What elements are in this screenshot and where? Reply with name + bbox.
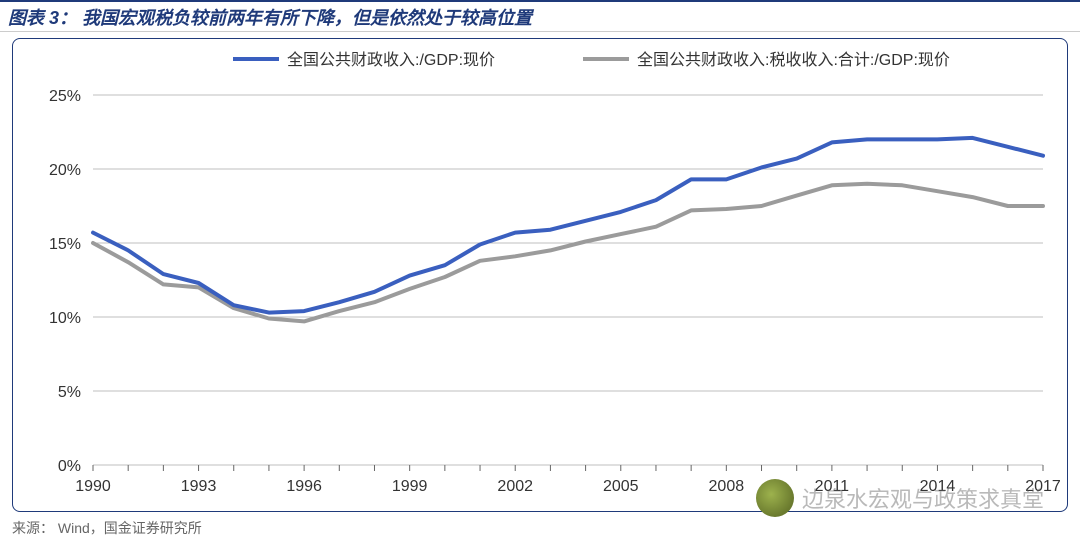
svg-text:2008: 2008 xyxy=(709,478,745,495)
svg-text:20%: 20% xyxy=(49,162,81,179)
figure-container: 图表 3： 我国宏观税负较前两年有所下降，但是依然处于较高位置 0% 5% 10% 1… xyxy=(0,0,1080,545)
figure-title: 我国宏观税负较前两年有所下降，但是依然处于较高位置 xyxy=(82,8,532,28)
svg-text:10%: 10% xyxy=(49,310,81,327)
figure-number: 图表 3： xyxy=(8,8,77,28)
svg-text:25%: 25% xyxy=(49,88,81,105)
svg-text:全国公共财政收入:/GDP:现价: 全国公共财政收入:/GDP:现价 xyxy=(287,51,495,69)
line-chart: 0% 5% 10% 15% 20% 25% 1990 1993 1996 1999 2002 2005… xyxy=(13,39,1067,511)
chart-frame: 0% 5% 10% 15% 20% 25% 1990 1993 1996 1999 2002 2005… xyxy=(12,38,1068,512)
svg-text:1993: 1993 xyxy=(181,478,217,495)
figure-title-bar: 图表 3： 我国宏观税负较前两年有所下降，但是依然处于较高位置 xyxy=(0,0,1080,32)
source-value: Wind，国金证券研究所 xyxy=(58,520,202,536)
svg-text:2002: 2002 xyxy=(497,478,533,495)
svg-text:2014: 2014 xyxy=(920,478,956,495)
svg-text:2011: 2011 xyxy=(815,478,850,495)
source-line: 来源： Wind，国金证券研究所 xyxy=(0,512,1080,538)
svg-text:0%: 0% xyxy=(58,458,81,475)
source-label: 来源： xyxy=(12,520,54,536)
svg-text:1996: 1996 xyxy=(286,478,322,495)
svg-text:15%: 15% xyxy=(49,236,81,253)
svg-text:1999: 1999 xyxy=(392,478,428,495)
svg-text:2017: 2017 xyxy=(1025,478,1061,495)
svg-text:2005: 2005 xyxy=(603,478,639,495)
svg-text:5%: 5% xyxy=(58,384,81,401)
svg-text:1990: 1990 xyxy=(75,478,111,495)
svg-text:全国公共财政收入:税收收入:合计:/GDP:现价: 全国公共财政收入:税收收入:合计:/GDP:现价 xyxy=(637,51,950,69)
